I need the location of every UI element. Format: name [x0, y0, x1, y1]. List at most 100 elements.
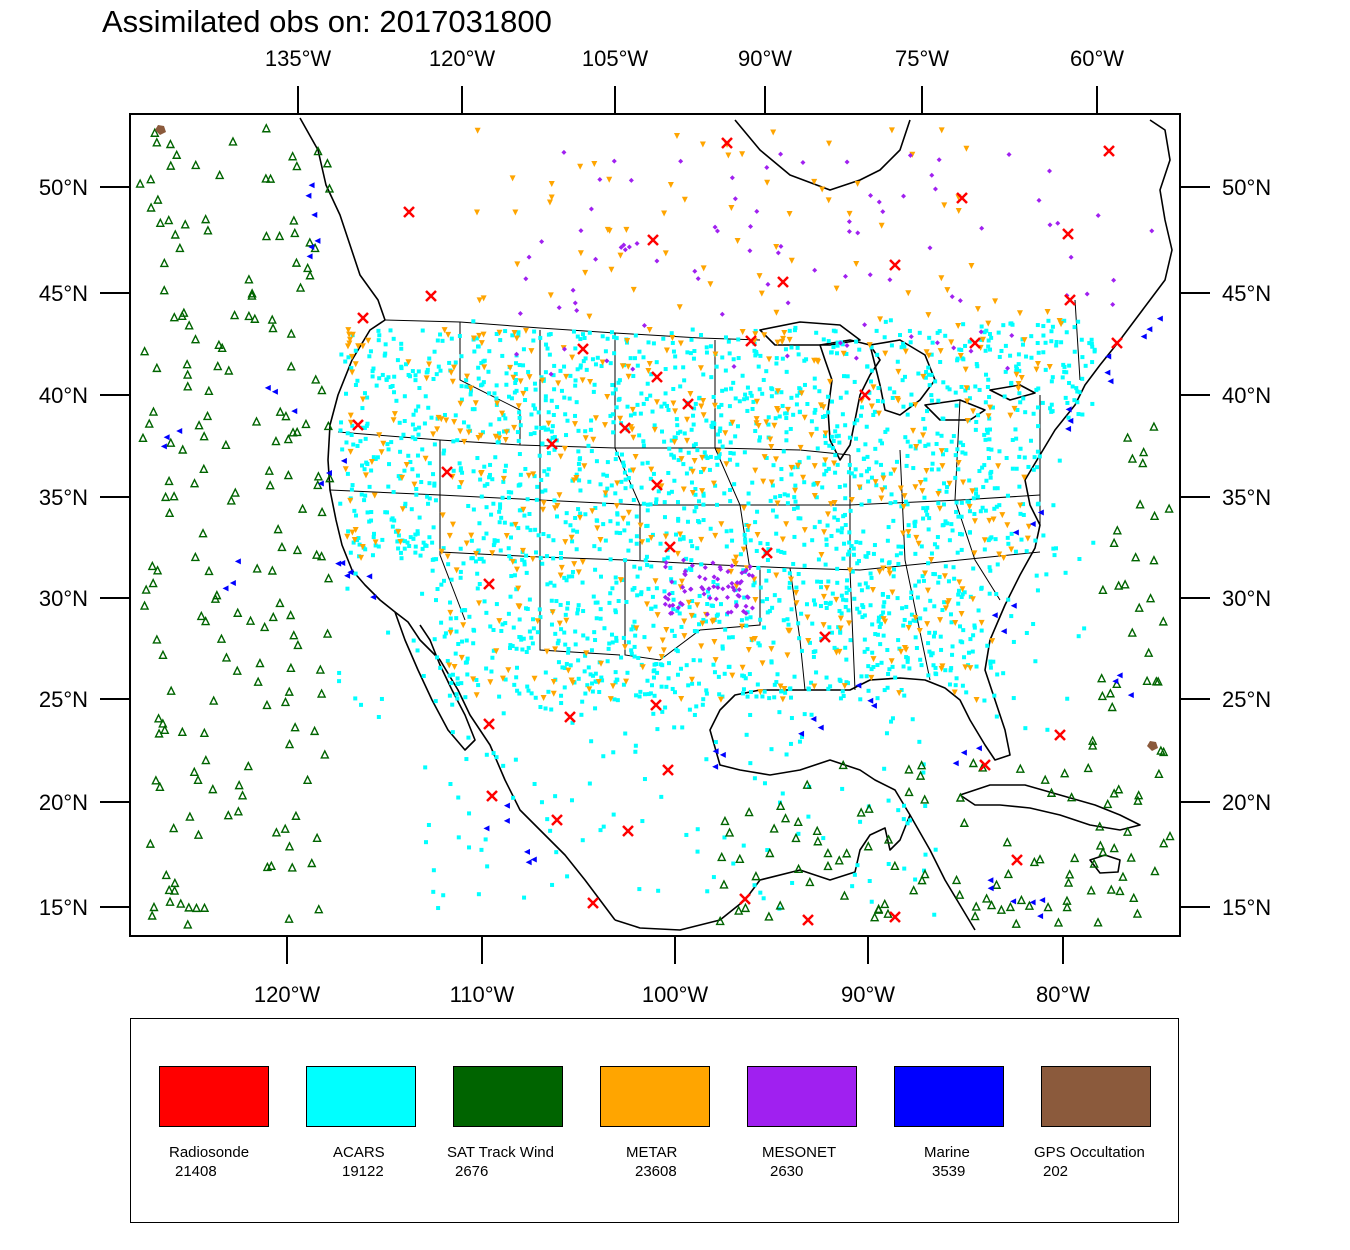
acars-marker — [471, 319, 476, 324]
acars-marker — [731, 451, 736, 456]
acars-marker — [1050, 324, 1055, 329]
acars-marker — [793, 325, 798, 330]
acars-marker — [420, 447, 425, 452]
acars-marker — [534, 425, 539, 430]
acars-marker — [691, 422, 696, 427]
acars-marker — [369, 510, 374, 515]
sat-wind-marker — [297, 503, 308, 513]
acars-marker — [769, 394, 774, 399]
mesonet-marker — [548, 371, 554, 377]
metar-marker — [515, 403, 522, 410]
acars-marker — [757, 438, 762, 443]
acars-marker — [667, 446, 672, 451]
acars-marker — [956, 592, 961, 597]
metar-marker — [499, 675, 506, 682]
sat-wind-marker — [141, 584, 151, 594]
acars-marker — [784, 438, 789, 443]
mesonet-marker — [570, 287, 576, 293]
acars-marker — [931, 451, 936, 456]
acars-marker — [652, 423, 657, 428]
acars-marker — [520, 647, 525, 652]
acars-marker — [386, 484, 391, 489]
metar-marker — [875, 410, 882, 417]
mesonet-marker — [704, 611, 710, 617]
acars-marker — [896, 561, 901, 566]
acars-marker — [585, 683, 590, 688]
acars-marker — [573, 642, 578, 647]
acars-marker — [685, 519, 690, 524]
metar-marker — [617, 415, 624, 422]
radiosonde-marker — [1064, 294, 1076, 306]
acars-marker — [609, 483, 614, 488]
acars-marker — [415, 473, 420, 478]
acars-marker — [676, 458, 681, 463]
sat-wind-marker — [1159, 838, 1169, 848]
acars-marker — [733, 396, 738, 401]
acars-marker — [457, 461, 462, 466]
metar-marker — [978, 619, 985, 626]
acars-marker — [844, 390, 849, 395]
acars-marker — [802, 358, 807, 363]
radiosonde-marker — [486, 790, 498, 802]
acars-marker — [869, 575, 874, 580]
acars-marker — [822, 462, 827, 467]
acars-marker — [927, 630, 932, 635]
acars-marker — [959, 547, 964, 552]
acars-marker — [681, 462, 686, 467]
radiosonde-marker — [587, 897, 599, 909]
acars-marker — [454, 692, 459, 697]
mesonet-marker — [725, 594, 731, 600]
acars-marker — [605, 659, 610, 664]
sat-wind-marker — [293, 639, 303, 650]
acars-marker — [363, 436, 368, 441]
acars-marker — [660, 429, 665, 434]
acars-marker — [677, 611, 682, 616]
sat-wind-marker — [169, 312, 179, 322]
acars-marker — [494, 383, 499, 388]
metar-marker — [451, 419, 458, 426]
acars-marker — [476, 376, 481, 381]
acars-marker — [788, 741, 793, 746]
acars-marker — [402, 539, 407, 544]
metar-marker — [891, 467, 898, 474]
sat-wind-marker — [1138, 447, 1149, 457]
marine-marker — [719, 751, 726, 758]
marine-marker — [291, 408, 298, 415]
metar-marker — [846, 620, 853, 627]
metar-marker — [952, 620, 959, 627]
metar-marker — [825, 197, 832, 204]
acars-marker — [878, 438, 883, 443]
acars-marker — [368, 349, 373, 354]
acars-marker — [594, 459, 599, 464]
metar-marker — [837, 625, 844, 632]
acars-marker — [610, 391, 615, 396]
metar-marker — [856, 484, 863, 491]
acars-marker — [766, 422, 771, 427]
acars-marker — [953, 475, 958, 480]
acars-marker — [764, 578, 769, 583]
acars-marker — [587, 479, 592, 484]
acars-marker — [634, 693, 639, 698]
acars-marker — [592, 544, 597, 549]
acars-marker — [1077, 557, 1082, 562]
acars-marker — [367, 354, 372, 359]
acars-marker — [538, 705, 543, 710]
metar-marker — [727, 568, 734, 575]
acars-marker — [654, 661, 659, 666]
marine-marker — [798, 730, 805, 737]
metar-marker — [344, 533, 351, 540]
acars-marker — [662, 439, 667, 444]
metar-marker — [869, 587, 876, 594]
metar-marker — [534, 618, 541, 625]
metar-marker — [651, 426, 658, 433]
mesonet-marker — [663, 564, 669, 570]
acars-marker — [840, 689, 845, 694]
acars-marker — [471, 507, 476, 512]
acars-marker — [621, 463, 626, 468]
acars-marker — [527, 511, 532, 516]
radiosonde-marker — [651, 479, 663, 491]
acars-marker — [967, 396, 972, 401]
acars-marker — [398, 550, 403, 555]
metar-marker — [723, 461, 730, 468]
acars-marker — [364, 423, 369, 428]
